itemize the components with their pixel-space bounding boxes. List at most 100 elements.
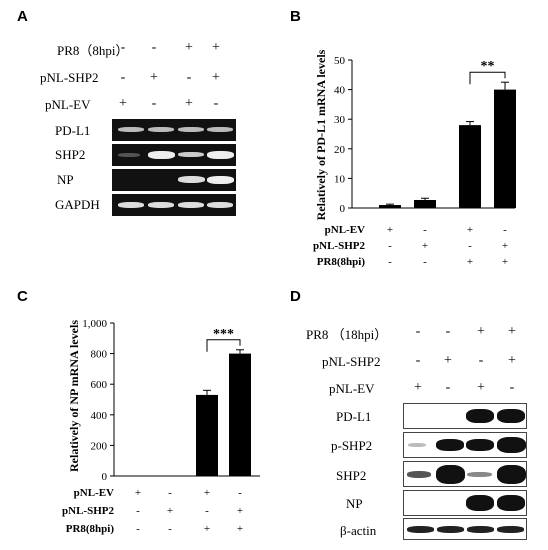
band — [436, 439, 464, 451]
bar — [494, 89, 516, 208]
cond-sym: + — [212, 70, 220, 85]
y-tick-label: 400 — [91, 410, 108, 422]
condition-symbol: + — [237, 523, 243, 535]
band — [497, 495, 525, 511]
condition-symbol: + — [422, 240, 428, 252]
condition-symbol: + — [467, 256, 473, 268]
condition-label: pNL-SHP2 — [62, 505, 114, 517]
bar — [196, 394, 218, 476]
cond-sym: - — [509, 380, 515, 395]
band — [467, 526, 494, 533]
cond-sym: - — [120, 40, 126, 55]
condition-label: PR8(8hpi) — [317, 256, 366, 268]
band-label-pdl1: PD-L1 — [55, 123, 91, 138]
band — [178, 202, 204, 208]
significance-label: ** — [481, 59, 495, 74]
band — [178, 152, 204, 157]
blot-row-p-shp2 — [403, 432, 527, 458]
panel-letter-c: C — [17, 288, 28, 305]
band — [466, 495, 494, 511]
condition-label: pNL-SHP2 — [313, 240, 365, 252]
chart-b: Relatively of PD-L1 mRNA levels 0 10 20 30 4… — [313, 49, 516, 268]
band-label-shp2: SHP2 — [55, 147, 86, 162]
gel-row-np — [112, 169, 236, 191]
condition-symbol: - — [238, 487, 242, 499]
cond-sym: + — [119, 96, 127, 111]
band — [178, 127, 204, 132]
y-tick-label: 600 — [91, 379, 108, 391]
y-tick-label: 10 — [334, 173, 346, 185]
blot-row-shp2 — [403, 461, 527, 487]
condition-symbol: - — [423, 224, 427, 236]
condition-symbol: - — [136, 505, 140, 517]
condition-label-pnl-shp2: pNL-SHP2 — [322, 354, 381, 369]
gel-row-pdl1 — [112, 119, 236, 141]
y-tick-label: 30 — [334, 114, 346, 126]
y-tick-label: 0 — [340, 203, 346, 215]
blot-row-np — [403, 490, 527, 516]
condition-symbol: - — [388, 256, 392, 268]
band — [467, 472, 492, 477]
cond-sym: + — [477, 324, 485, 339]
band — [207, 202, 233, 208]
band — [207, 151, 234, 159]
band-label-p-shp2: p-SHP2 — [331, 438, 373, 453]
cond-sym: - — [213, 96, 219, 111]
condition-symbol: + — [167, 505, 173, 517]
y-tick-label: 0 — [102, 471, 108, 483]
y-tick-label: 1,000 — [82, 318, 107, 330]
chart-c: Relatively of NP mRNA levels 0 200 400 600 8… — [62, 318, 260, 535]
condition-symbol: + — [387, 224, 393, 236]
cond-sym: + — [185, 40, 193, 55]
cond-sym: + — [444, 353, 452, 368]
cond-sym: - — [478, 353, 484, 368]
condition-label-pnl-ev: pNL-EV — [45, 97, 91, 112]
band-label-np: NP — [57, 172, 74, 187]
y-tick-label: 800 — [91, 349, 108, 361]
gel-row-gapdh — [112, 194, 236, 216]
y-axis-label: Relatively of NP mRNA levels — [67, 320, 81, 472]
band — [466, 439, 494, 451]
significance-bracket — [206, 339, 241, 352]
band — [118, 153, 140, 157]
band — [497, 437, 526, 453]
condition-symbol: - — [168, 487, 172, 499]
cond-sym: - — [445, 324, 451, 339]
condition-label: PR8(8hpi) — [66, 523, 115, 535]
cond-sym: - — [151, 40, 157, 55]
condition-symbol: - — [388, 240, 392, 252]
condition-symbol: + — [502, 240, 508, 252]
panel-letter-b: B — [290, 8, 301, 25]
band — [118, 127, 144, 132]
panel-letter-d: D — [290, 288, 301, 305]
y-tick-label: 200 — [91, 440, 108, 452]
condition-symbol: - — [205, 505, 209, 517]
cond-sym: + — [414, 380, 422, 395]
cond-sym: - — [415, 324, 421, 339]
condition-symbol: - — [468, 240, 472, 252]
condition-label-pr8: PR8（8hpi） — [57, 43, 129, 58]
band-label-np: NP — [346, 496, 363, 511]
band-label-pdl1: PD-L1 — [336, 409, 372, 424]
cond-sym: + — [508, 353, 516, 368]
band — [207, 127, 233, 132]
cond-sym: + — [185, 96, 193, 111]
band — [178, 176, 205, 183]
significance-label: *** — [213, 327, 234, 342]
cond-sym: - — [151, 96, 157, 111]
bar — [229, 353, 251, 476]
y-tick-label: 40 — [334, 85, 346, 97]
condition-symbol: - — [423, 256, 427, 268]
band — [118, 202, 144, 208]
cond-sym: + — [477, 380, 485, 395]
condition-label-pr8: PR8 （18hpi） — [306, 327, 388, 342]
cond-sym: + — [150, 70, 158, 85]
band — [497, 465, 526, 484]
condition-label: pNL-EV — [325, 224, 365, 236]
condition-symbol: + — [467, 224, 473, 236]
band — [436, 465, 465, 484]
band — [148, 151, 175, 159]
gel-row-shp2 — [112, 144, 236, 166]
y-tick-label: 50 — [334, 55, 346, 67]
bar — [379, 205, 401, 208]
